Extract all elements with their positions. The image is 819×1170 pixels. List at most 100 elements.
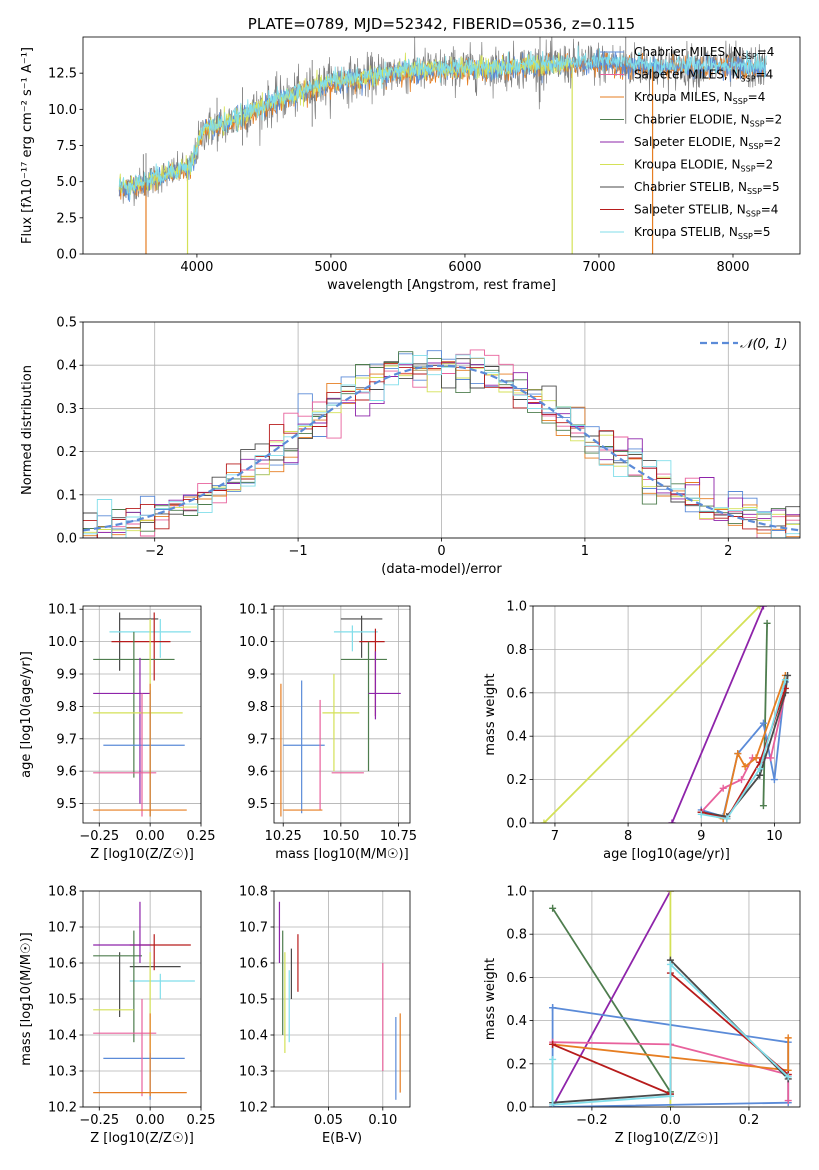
y-tick-label: 9.6 bbox=[56, 765, 77, 780]
spectrum-panel: PLATE=0789, MJD=52342, FIBERID=0536, z=0… bbox=[20, 15, 801, 293]
age_vs_Z-marks bbox=[93, 612, 191, 817]
massweight-marker bbox=[784, 1073, 792, 1081]
errorbar-chabrier_miles bbox=[103, 690, 185, 817]
y-tick-label: 0.2 bbox=[506, 773, 527, 788]
y-tick-label: 10.4 bbox=[48, 1029, 77, 1044]
massweight-marker bbox=[759, 606, 767, 610]
massweight-marker bbox=[666, 891, 674, 895]
axes-frame bbox=[273, 605, 411, 824]
y-tick-label: 10.1 bbox=[239, 603, 268, 618]
errorbar-kroupa_miles bbox=[93, 683, 187, 817]
massweight-marker bbox=[770, 776, 778, 784]
y-tick-label: 10.8 bbox=[239, 885, 268, 900]
x-tick-label: 8 bbox=[624, 829, 632, 844]
massweight-marker bbox=[763, 619, 771, 627]
y-tick-label: 2.5 bbox=[56, 211, 77, 226]
massweight-marker bbox=[666, 960, 674, 968]
x-axis-label: E(B-V) bbox=[322, 1131, 362, 1146]
y-tick-label: 7.5 bbox=[56, 139, 77, 154]
residuals-marks bbox=[83, 349, 800, 538]
y-tick-label: 1.0 bbox=[506, 600, 527, 615]
y-axis-label: age [log10(age/yr)] bbox=[19, 651, 34, 778]
y-axis-label: mass [log10(M/M☉)] bbox=[19, 932, 34, 1065]
y-tick-label: 5.0 bbox=[56, 175, 77, 190]
errorbar-salpeter_elodie bbox=[93, 901, 151, 963]
errorbar-kroupa_stelib bbox=[333, 625, 378, 652]
x-tick-label: 10.50 bbox=[322, 829, 359, 844]
x-tick-label: 10.75 bbox=[380, 829, 417, 844]
legend-entry: Salpeter ELODIE, NSSP=2 bbox=[634, 135, 781, 151]
y-tick-label: 0.8 bbox=[506, 643, 527, 658]
y-tick-label: 12.5 bbox=[48, 67, 77, 82]
massweight-line-salpeter_miles bbox=[700, 692, 787, 813]
y-tick-label: 10.7 bbox=[239, 921, 268, 936]
y-tick-label: 0.3 bbox=[56, 402, 77, 417]
errorbar-kroupa_stelib bbox=[129, 973, 195, 999]
x-axis-label: Z [log10(Z/Z☉)] bbox=[615, 1131, 719, 1146]
massweight-line-kroupa_elodie bbox=[543, 606, 761, 823]
massweight-marker bbox=[756, 765, 764, 773]
x-axis-label: Z [log10(Z/Z☉)] bbox=[90, 847, 194, 862]
y-axis-label: Normed distribution bbox=[20, 365, 35, 495]
errorbar-chabrier_miles bbox=[283, 680, 325, 814]
errorbar-salpeter_stelib bbox=[359, 628, 385, 717]
y-tick-label: 9.7 bbox=[56, 732, 77, 747]
y-tick-label: 0.5 bbox=[56, 316, 77, 331]
x-tick-label: 8000 bbox=[716, 260, 749, 275]
y-tick-label: 10.6 bbox=[48, 957, 77, 972]
y-tick-label: 10.8 bbox=[48, 885, 77, 900]
y-tick-label: 0.2 bbox=[56, 445, 77, 460]
errorbar-salpeter_miles bbox=[93, 999, 157, 1097]
massweight-line-salpeter_elodie bbox=[671, 606, 765, 823]
massweight-line-chabrier_elodie bbox=[762, 623, 768, 806]
residual-histogram-kroupa_stelib bbox=[83, 354, 800, 538]
x-tick-label: 0.00 bbox=[136, 1113, 165, 1128]
y-tick-label: 9.9 bbox=[56, 668, 77, 683]
y-tick-label: 10.0 bbox=[48, 635, 77, 650]
y-tick-label: 0.4 bbox=[506, 1014, 527, 1029]
x-tick-label: 0 bbox=[437, 544, 445, 559]
axes-frame bbox=[532, 890, 801, 1108]
x-axis-label: wavelength [Angstrom, rest frame] bbox=[327, 278, 556, 293]
massweight_vs_Z-panel: −0.2 0.0 0.2 0.0 0.2 0.4 0.6 0.8 1.0 Z [log10(Z/Z… bbox=[483, 885, 801, 1146]
y-tick-label: 0.4 bbox=[56, 359, 77, 374]
x-tick-label: 0.05 bbox=[314, 1113, 343, 1128]
massweight-marker bbox=[756, 606, 764, 610]
y-tick-label: 9.5 bbox=[56, 797, 77, 812]
residuals-panel: −2 −1 0 1 2 0.0 0.1 0.2 0.3 0.4 0.5 (data-model)/er… bbox=[20, 316, 801, 577]
y-tick-label: 10.1 bbox=[48, 603, 77, 618]
x-tick-label: 0.10 bbox=[368, 1113, 397, 1128]
massweight-marker bbox=[549, 1101, 557, 1107]
errorbar-chabrier_elodie bbox=[340, 641, 387, 772]
massweight-line-kroupa_stelib bbox=[551, 962, 789, 1106]
age_vs_Z-panel: −0.25 0.00 0.25 9.5 9.6 9.7 9.8 9.9 10.0 10.1 Z [l… bbox=[19, 603, 215, 862]
massweight-marker bbox=[549, 1004, 557, 1012]
mass_vs_Z-panel: −0.25 0.00 0.25 10.2 10.3 10.4 10.5 10.6 10.7 10.… bbox=[19, 885, 215, 1147]
chart-title: PLATE=0789, MJD=52342, FIBERID=0536, z=0… bbox=[248, 15, 635, 33]
y-tick-label: 10.3 bbox=[239, 1065, 268, 1080]
mass_vs_ebv-panel: 0.05 0.10 10.2 10.3 10.4 10.5 10.6 10.7 10.8 E(B-… bbox=[239, 885, 411, 1146]
errorbar-chabrier_elodie bbox=[93, 930, 142, 1043]
massweight-marker bbox=[540, 819, 548, 823]
massweight-marker bbox=[668, 819, 676, 823]
mass_vs_ebv-marks bbox=[278, 901, 401, 1100]
spectrum-legend: Chabrier MILES, NSSP=4 Salpeter MILES, NS… bbox=[600, 45, 782, 241]
legend-entry: 𝒩(0, 1) bbox=[740, 337, 787, 352]
y-tick-label: 0.1 bbox=[56, 488, 77, 503]
x-tick-label: 7000 bbox=[582, 260, 615, 275]
x-tick-label: 0.25 bbox=[187, 1113, 216, 1128]
y-tick-label: 9.7 bbox=[247, 732, 268, 747]
x-tick-label: 0.00 bbox=[136, 829, 165, 844]
errorbar-salpeter_elodie bbox=[368, 651, 401, 720]
massweight-marker bbox=[781, 676, 789, 684]
y-tick-label: 0.4 bbox=[506, 730, 527, 745]
errorbar-salpeter_miles bbox=[93, 693, 157, 817]
x-tick-label: 7 bbox=[551, 829, 559, 844]
y-axis-label: Flux [fλ10⁻¹⁷ erg cm⁻² s⁻¹ A⁻¹] bbox=[20, 47, 35, 244]
y-tick-label: 10.0 bbox=[48, 103, 77, 118]
massweight-marker bbox=[549, 1055, 557, 1063]
massweight-marker bbox=[784, 1034, 792, 1042]
massweight-marker bbox=[734, 750, 742, 758]
y-tick-label: 0.6 bbox=[506, 686, 527, 701]
